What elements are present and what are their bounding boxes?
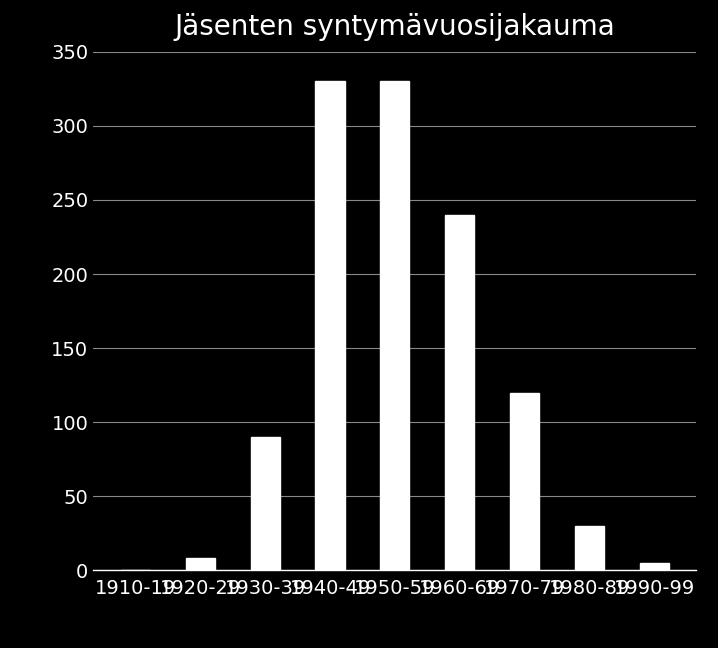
Bar bbox=[445, 214, 475, 570]
Title: Jäsenten syntymävuosijakauma: Jäsenten syntymävuosijakauma bbox=[174, 13, 615, 41]
Bar bbox=[640, 563, 669, 570]
Bar bbox=[251, 437, 280, 570]
Bar bbox=[315, 82, 345, 570]
Bar bbox=[186, 559, 215, 570]
Bar bbox=[575, 526, 604, 570]
Bar bbox=[381, 82, 409, 570]
Bar bbox=[510, 393, 539, 570]
